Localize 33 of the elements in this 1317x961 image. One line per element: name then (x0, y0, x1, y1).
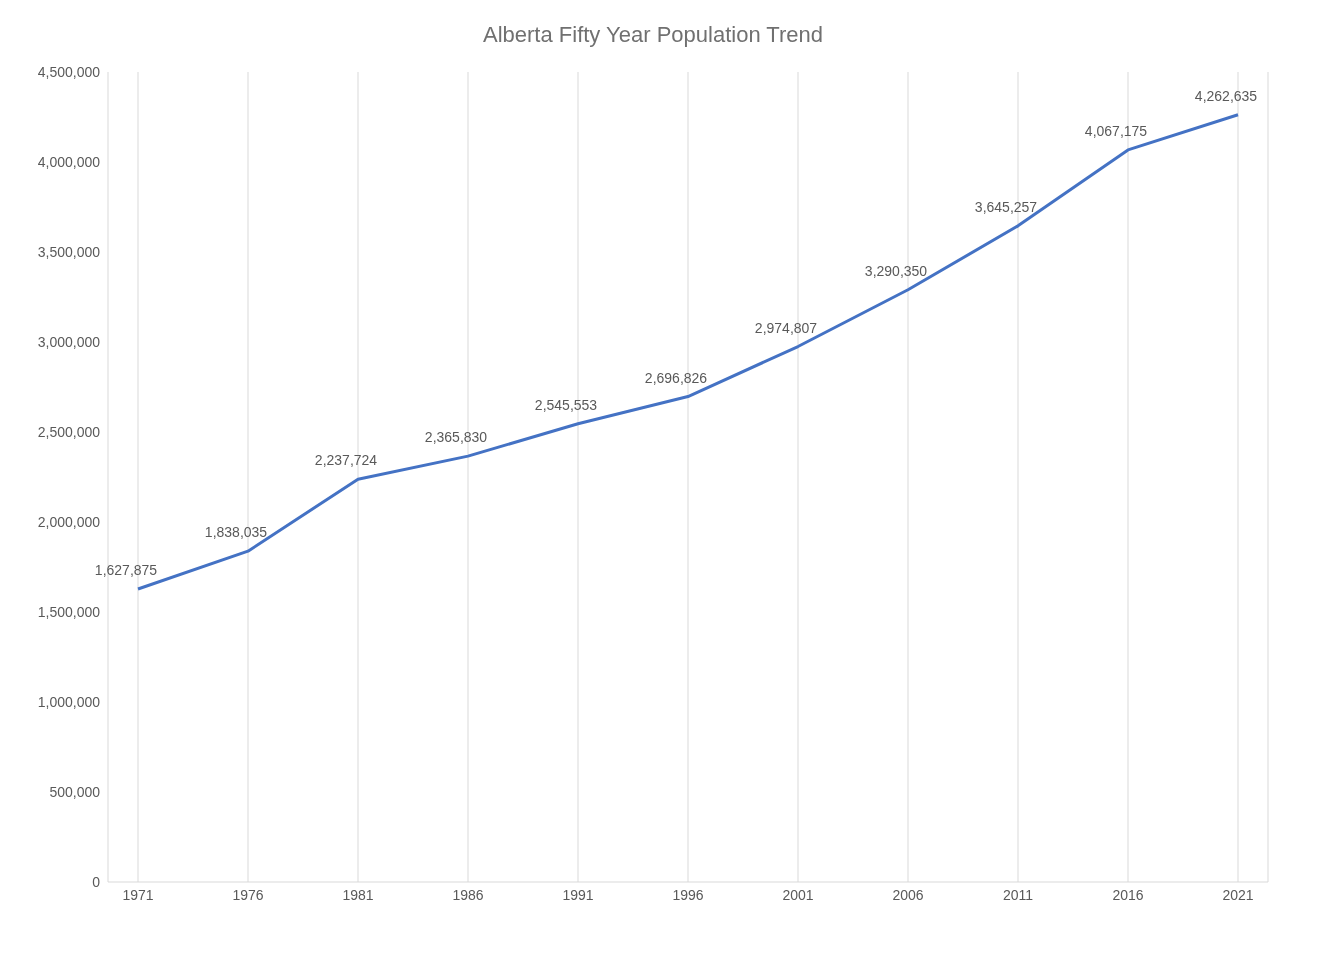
data-label: 3,290,350 (864, 262, 928, 279)
x-tick-label: 2021 (1222, 886, 1254, 903)
y-tick-label: 2,500,000 (37, 423, 101, 440)
x-tick-label: 1981 (342, 886, 374, 903)
x-tick-label: 1991 (562, 886, 594, 903)
y-tick-label: 0 (92, 873, 101, 890)
y-tick-label: 500,000 (49, 783, 101, 800)
x-tick-label: 1986 (452, 886, 484, 903)
data-label: 1,627,875 (94, 561, 158, 578)
y-tick-label: 3,000,000 (37, 333, 101, 350)
y-tick-label: 1,000,000 (37, 693, 101, 710)
x-tick-label: 1996 (672, 886, 704, 903)
x-tick-label: 2006 (892, 886, 924, 903)
y-tick-label: 3,500,000 (37, 243, 101, 260)
chart-title: Alberta Fifty Year Population Trend (482, 21, 824, 49)
data-label: 2,974,807 (754, 319, 818, 336)
y-tick-label: 4,500,000 (37, 63, 101, 80)
y-tick-label: 1,500,000 (37, 603, 101, 620)
y-tick-label: 4,000,000 (37, 153, 101, 170)
data-label: 3,645,257 (974, 198, 1038, 215)
data-label: 2,365,830 (424, 429, 488, 446)
x-tick-label: 2001 (782, 886, 814, 903)
data-label: 1,838,035 (204, 524, 268, 541)
x-tick-label: 2016 (1112, 886, 1144, 903)
data-label: 4,262,635 (1194, 87, 1258, 104)
data-label: 2,696,826 (644, 369, 708, 386)
x-tick-label: 2011 (1002, 886, 1034, 903)
x-tick-label: 1976 (232, 886, 264, 903)
data-label: 4,067,175 (1084, 122, 1148, 139)
y-tick-label: 2,000,000 (37, 513, 101, 530)
x-tick-label: 1971 (122, 886, 154, 903)
data-label: 2,237,724 (314, 452, 378, 469)
data-label: 2,545,553 (534, 396, 598, 413)
